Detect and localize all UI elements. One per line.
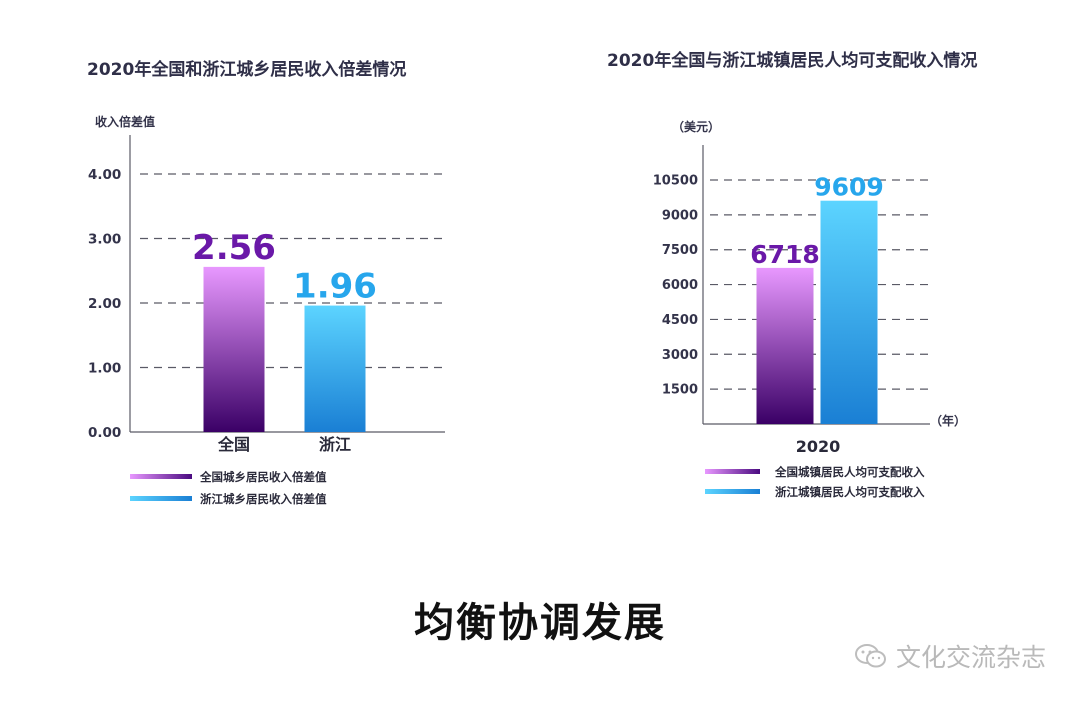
legend-swatch-national-income (705, 469, 760, 474)
chart-right-ylabel: （美元） (672, 119, 720, 134)
value-label-right-national: 6718 (750, 240, 820, 269)
value-label-left-national: 2.56 (192, 228, 276, 268)
ytick-right: 9000 (662, 208, 698, 223)
ytick-right: 4500 (662, 313, 698, 328)
chart-right-category-2020: 2020 (796, 437, 841, 456)
chart-left-legend: 全国城乡居民收入倍差值 浙江城乡居民收入倍差值 (130, 470, 327, 506)
ytick-left: 2.00 (88, 296, 121, 312)
value-label-left-zhejiang: 1.96 (293, 267, 377, 307)
chart-right: 2020年全国与浙江城镇居民人均可支配收入情况 （美元） 1500 3000 450… (607, 50, 977, 499)
ytick-left: 4.00 (88, 167, 121, 183)
ytick-right: 1500 (662, 383, 698, 398)
watermark: 文化交流杂志 (854, 638, 1046, 674)
chart-left: 2020年全国和浙江城乡居民收入倍差情况 收入倍差值 0.00 1.00 2.00 3… (87, 59, 445, 506)
legend-label-national: 全国城乡居民收入倍差值 (199, 470, 327, 484)
chart-left-categories: 全国 浙江 (217, 435, 351, 454)
legend-swatch-zhejiang (130, 496, 192, 501)
bar-left-zhejiang (304, 305, 366, 432)
chart-left-grid (140, 173, 445, 369)
chart-right-value-labels: 6718 9609 (750, 173, 884, 269)
watermark-text: 文化交流杂志 (895, 643, 1046, 672)
chart-right-grid (710, 179, 930, 390)
ytick-left: 1.00 (88, 361, 121, 377)
legend-label-zhejiang: 浙江城乡居民收入倍差值 (200, 492, 327, 506)
chart-right-yticks: 1500 3000 4500 6000 7500 9000 10500 (653, 174, 698, 398)
ytick-left: 3.00 (88, 232, 121, 248)
chart-right-xlabel: （年） (930, 413, 966, 428)
chart-right-legend: 全国城镇居民人均可支配收入 浙江城镇居民人均可支配收入 (705, 465, 925, 499)
chart-left-title: 2020年全国和浙江城乡居民收入倍差情况 (87, 59, 406, 80)
chart-left-ylabel: 收入倍差值 (95, 114, 155, 129)
legend-label-zhejiang-income: 浙江城镇居民人均可支配收入 (775, 485, 925, 499)
category-left-national: 全国 (217, 435, 250, 454)
ytick-right: 6000 (662, 278, 698, 293)
bar-right-zhejiang (820, 200, 878, 424)
ytick-right: 10500 (653, 174, 698, 189)
ytick-left: 0.00 (88, 425, 121, 441)
chart-right-title: 2020年全国与浙江城镇居民人均可支配收入情况 (607, 50, 977, 71)
wechat-icon (854, 644, 886, 668)
legend-label-national-income: 全国城镇居民人均可支配收入 (774, 465, 925, 479)
value-label-right-zhejiang: 9609 (814, 173, 884, 202)
page-caption: 均衡协调发展 (414, 600, 666, 646)
bar-right-national (756, 267, 814, 424)
chart-right-bars (756, 200, 878, 424)
ytick-right: 3000 (662, 348, 698, 363)
chart-left-yticks: 0.00 1.00 2.00 3.00 4.00 (88, 167, 121, 441)
chart-left-value-labels: 2.56 1.96 (192, 228, 377, 307)
bar-left-national (203, 266, 265, 432)
legend-swatch-national (130, 474, 192, 479)
ytick-right: 7500 (662, 243, 698, 258)
chart-left-bars (203, 266, 366, 432)
category-left-zhejiang: 浙江 (319, 435, 351, 454)
legend-swatch-zhejiang-income (705, 489, 760, 494)
